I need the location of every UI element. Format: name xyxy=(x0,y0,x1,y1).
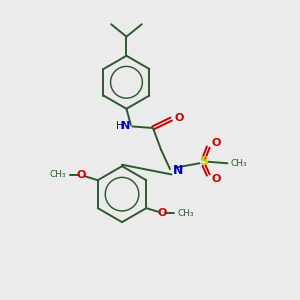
Text: CH₃: CH₃ xyxy=(230,159,247,168)
Text: O: O xyxy=(211,138,220,148)
Text: O: O xyxy=(158,208,167,218)
Text: S: S xyxy=(200,155,208,168)
Text: CH₃: CH₃ xyxy=(50,170,66,179)
Text: O: O xyxy=(211,174,220,184)
Text: O: O xyxy=(77,170,86,180)
Text: N: N xyxy=(172,164,183,177)
Text: CH₃: CH₃ xyxy=(178,209,194,218)
Text: N: N xyxy=(121,122,130,131)
Text: O: O xyxy=(175,112,184,123)
Text: H: H xyxy=(116,122,123,131)
